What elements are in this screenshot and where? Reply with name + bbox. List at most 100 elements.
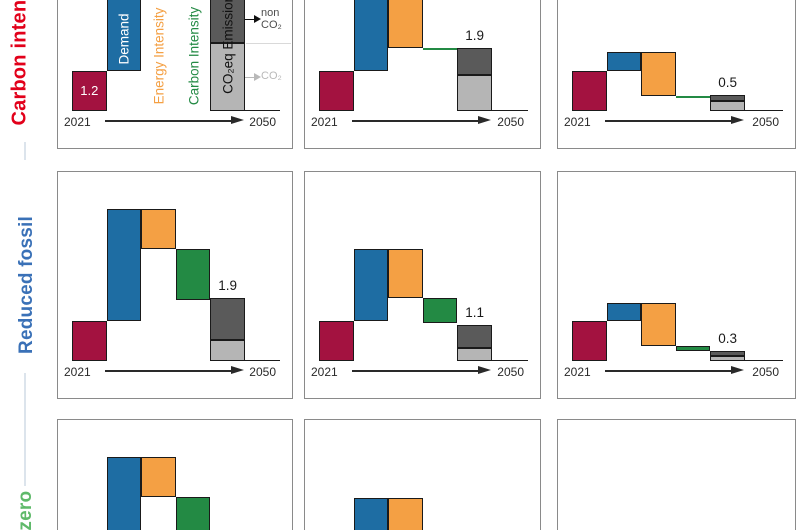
demand-bar xyxy=(606,303,642,322)
co2-emissions-bar xyxy=(457,74,492,111)
baseline-line xyxy=(492,359,528,362)
x-axis-start-label: 2021 xyxy=(64,365,91,379)
demand-bar xyxy=(106,457,142,530)
co2-emissions-bar xyxy=(210,339,245,361)
x-axis-start-label: 2021 xyxy=(311,365,338,379)
row-label-carbon-intensity: Carbon intensity xyxy=(9,0,32,126)
energy-intensity-bar xyxy=(641,51,676,97)
energy-intensity-bar xyxy=(388,248,423,299)
energy-intensity-bar xyxy=(641,303,676,347)
x-axis-arrow xyxy=(352,120,478,122)
energy-intensity-label: Energy Intensity xyxy=(151,7,167,105)
co2-emissions-bar xyxy=(710,356,745,361)
carbon-intensity-label: Carbon Intensity xyxy=(186,6,202,106)
baseline-line xyxy=(745,359,783,362)
row-label-reduced-fossil: Reduced fossil xyxy=(16,216,38,354)
row-label-divider xyxy=(24,142,26,160)
non-co2-emissions-bar xyxy=(457,324,492,348)
energy-intensity-bar xyxy=(388,0,423,49)
co2-emissions-bar xyxy=(210,43,245,111)
start-2021-bar xyxy=(572,71,607,111)
start-2021-bar xyxy=(319,71,354,111)
carbon-intensity-bar xyxy=(675,346,711,352)
energy-intensity-bar xyxy=(141,457,176,497)
carbon-intensity-bar xyxy=(422,48,458,50)
start-2021-bar xyxy=(72,71,107,111)
waterfall-panel-r0c0: 1.2 Demand Energy Intensity Carbon Intensit… xyxy=(57,0,293,149)
end-value-label: 1.9 xyxy=(465,28,485,44)
non-co2-emissions-bar xyxy=(710,94,745,102)
demand-bar xyxy=(353,0,389,72)
x-axis-arrow xyxy=(352,370,478,372)
non-co2-arrow-icon-head xyxy=(253,15,261,24)
x-axis-end-label: 2050 xyxy=(249,115,276,129)
x-axis-start-label: 2021 xyxy=(64,115,91,129)
baseline-line xyxy=(745,109,783,112)
waterfall-panel-r1c0: 1.9 2021 2050 xyxy=(57,171,293,399)
row-label-text: Carbon intensity xyxy=(8,0,31,126)
x-axis-arrow xyxy=(605,370,731,372)
co2-arrow-icon xyxy=(244,76,254,79)
non-co2-annotation-line2: CO₂ xyxy=(261,19,282,31)
carbon-intensity-bar xyxy=(175,496,211,530)
x-axis-end-label: 2050 xyxy=(249,365,276,379)
end-value-label: 0.3 xyxy=(718,331,738,347)
demand-label: Demand xyxy=(116,13,132,65)
waterfall-panel-r1c2: 0.3 2021 2050 xyxy=(557,171,796,399)
x-axis-arrowhead-icon xyxy=(231,116,244,124)
co2-annotation: CO₂ xyxy=(261,70,282,82)
emissions-split-divider xyxy=(246,42,291,44)
x-axis-arrowhead-icon xyxy=(478,366,491,374)
demand-bar xyxy=(353,248,389,322)
demand-bar xyxy=(106,0,142,72)
demand-bar xyxy=(353,498,389,530)
carbon-intensity-bar xyxy=(675,96,711,98)
carbon-intensity-bar xyxy=(175,248,211,300)
x-axis-arrowhead-icon xyxy=(478,116,491,124)
non-co2-arrow-icon xyxy=(244,18,254,21)
co2eq-emissions-label: CO₂eq Emissions xyxy=(220,0,236,94)
co2-arrow-icon-head xyxy=(253,73,261,82)
x-axis-start-label: 2021 xyxy=(564,365,591,379)
start-value-label: 1.2 xyxy=(80,83,99,98)
x-axis-arrowhead-icon xyxy=(731,116,744,124)
x-axis-end-label: 2050 xyxy=(752,365,779,379)
non-co2-emissions-bar xyxy=(710,351,745,357)
x-axis-start-label: 2021 xyxy=(311,115,338,129)
x-axis-arrow xyxy=(105,370,231,372)
row-label-text: Reduced fossil xyxy=(16,216,37,354)
end-value-label: 0.5 xyxy=(718,74,738,90)
row-label-text: Net zero xyxy=(15,490,36,530)
x-axis-end-label: 2050 xyxy=(752,115,779,129)
start-2021-bar xyxy=(319,321,354,361)
end-value-label: 1.9 xyxy=(218,278,238,294)
end-value-label: 1.1 xyxy=(465,304,485,320)
x-axis-end-label: 2050 xyxy=(497,115,524,129)
non-co2-emissions-bar xyxy=(210,0,245,43)
x-axis-arrowhead-icon xyxy=(231,366,244,374)
non-co2-emissions-bar xyxy=(457,48,492,75)
waterfall-panel-r1c1: 1.1 2021 2050 xyxy=(304,171,541,399)
demand-bar xyxy=(106,209,142,322)
row-label-net-zero: Net zero xyxy=(15,491,37,530)
non-co2-emissions-bar xyxy=(210,298,245,340)
non-co2-annotation-line1: non xyxy=(261,7,280,19)
start-2021-bar xyxy=(72,321,107,361)
x-axis-arrow xyxy=(605,120,731,122)
demand-bar xyxy=(606,51,642,72)
x-axis-start-label: 2021 xyxy=(564,115,591,129)
x-axis-arrow xyxy=(105,120,231,122)
energy-intensity-bar xyxy=(388,498,423,530)
waterfall-panel-r0c1: 1.9 2021 2050 xyxy=(304,0,541,149)
row-label-divider xyxy=(24,373,26,486)
x-axis-end-label: 2050 xyxy=(497,365,524,379)
co2-emissions-bar xyxy=(710,101,745,111)
baseline-line xyxy=(245,359,280,362)
energy-intensity-bar xyxy=(141,209,176,249)
waterfall-panel-r0c2: 0.5 2021 2050 xyxy=(557,0,796,149)
carbon-intensity-bar xyxy=(422,298,458,324)
baseline-line xyxy=(492,109,528,112)
